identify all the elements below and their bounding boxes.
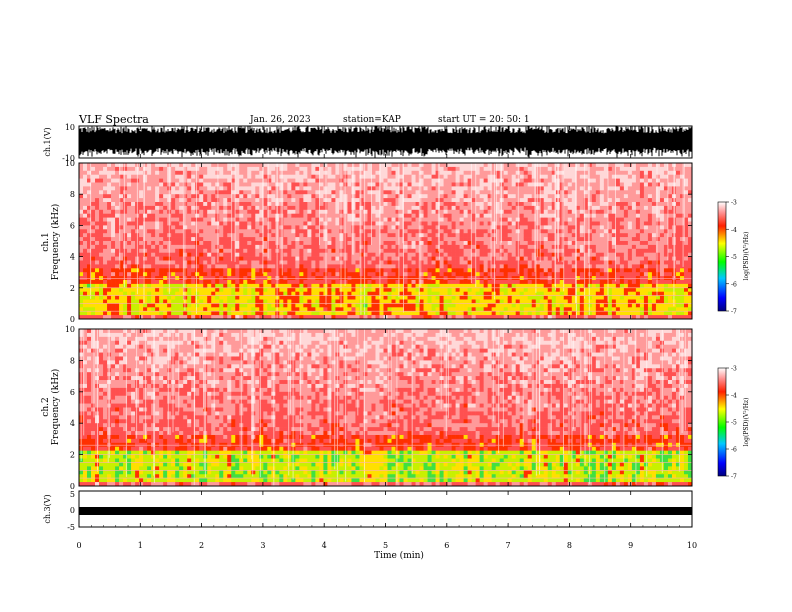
colorbar-tick-label--4: -4 [731,393,737,400]
ytick-label-8: 8 [70,356,75,365]
ch1-spectrogram-ylabel-2: Frequency (kHz) [50,204,61,281]
ch1-spectrogram-yticks: 0 2 4 6 8 10 [65,159,692,324]
xtick-label-1: 1 [138,541,143,550]
ch2-spectrogram-ylabel-1: ch.2 [41,397,51,416]
ch1-spectrogram-ylabel-1: ch.1 [41,232,51,251]
ytick-label-2: 2 [70,284,75,293]
ytick-label-0: 0 [70,315,75,324]
ch2-spectrogram-ylabel-2: Frequency (kHz) [50,369,61,446]
colorbar-tick-label--6: -6 [731,447,737,454]
xtick-label-2: 2 [199,541,204,550]
chart-title: VLF Spectra [79,113,149,126]
ch2-spectrogram-yticks: 0 2 4 6 8 10 [65,325,692,491]
ch1-ytick-top: 10 [65,123,75,132]
ch1-waveform-line [78,126,693,158]
ch3-ytick-top: 5 [70,490,75,499]
ch2-spectrogram-image [79,329,693,487]
colorbar-tick-label--4: -4 [731,227,737,234]
time-axis-label: Time (min) [374,550,424,561]
ch1-colorbar-label: log(PSD)(V²/Hz) [743,232,750,281]
colorbar-tick-label--5: -5 [731,420,737,427]
date-label: Jan. 26, 2023 [250,115,311,125]
start-time-label: start UT = 20: 50: 1 [438,115,530,125]
xtick-label-7: 7 [506,541,511,550]
ch2-colorbar-label: log(PSD)(V²/Hz) [743,398,750,447]
xtick-label-4: 4 [322,541,327,550]
xtick-label-0: 0 [76,541,81,550]
ytick-label-10: 10 [65,325,75,334]
ytick-label-10: 10 [65,159,75,168]
ch1-colorbar [717,201,727,312]
ch3-ytick-bottom: -5 [67,523,75,532]
ytick-label-6: 6 [70,388,75,397]
ch3-ytick-mid: 0 [70,506,75,515]
time-axis-ticks: 0 1 2 3 4 5 6 7 8 9 10 [76,126,697,550]
xtick-label-3: 3 [260,541,265,550]
ch1-waveform-ylabel: ch.1(V) [43,127,52,156]
xtick-label-5: 5 [383,541,388,550]
xtick-label-6: 6 [444,541,449,550]
ch1-spectrogram-image [79,163,693,320]
ch1-colorbar-ticks: -3 -4 -5 -6 -7 [726,200,737,316]
colorbar-tick-label--5: -5 [731,254,737,261]
ytick-label-4: 4 [70,419,75,428]
xtick-label-8: 8 [567,541,572,550]
colorbar-tick-label--3: -3 [731,200,737,207]
xtick-label-10: 10 [687,541,697,550]
ytick-label-2: 2 [70,451,75,460]
station-label: station=KAP [343,115,401,125]
xtick-label-9: 9 [628,541,633,550]
ch2-colorbar [717,367,727,477]
colorbar-tick-label--7: -7 [731,309,737,316]
ytick-label-6: 6 [70,221,75,230]
ch2-colorbar-ticks: -3 -4 -5 -6 -7 [726,366,737,481]
ytick-label-0: 0 [70,482,75,491]
colorbar-tick-label--7: -7 [731,474,737,481]
ch3-waveform-panel: 5 0 -5 ch.3(V) 0 1 2 3 4 5 6 7 8 9 10 Time (min) [43,126,697,561]
ch1-waveform-trace [78,126,693,158]
ch3-waveform-ylabel: ch.3(V) [43,494,52,523]
ch1-ytick-bottom: -10 [62,154,75,163]
colorbar-tick-label--3: -3 [731,366,737,373]
ytick-label-8: 8 [70,190,75,199]
ch3-waveform-trace [79,507,692,515]
colorbar-tick-label--6: -6 [731,281,737,288]
ytick-label-4: 4 [70,253,75,262]
